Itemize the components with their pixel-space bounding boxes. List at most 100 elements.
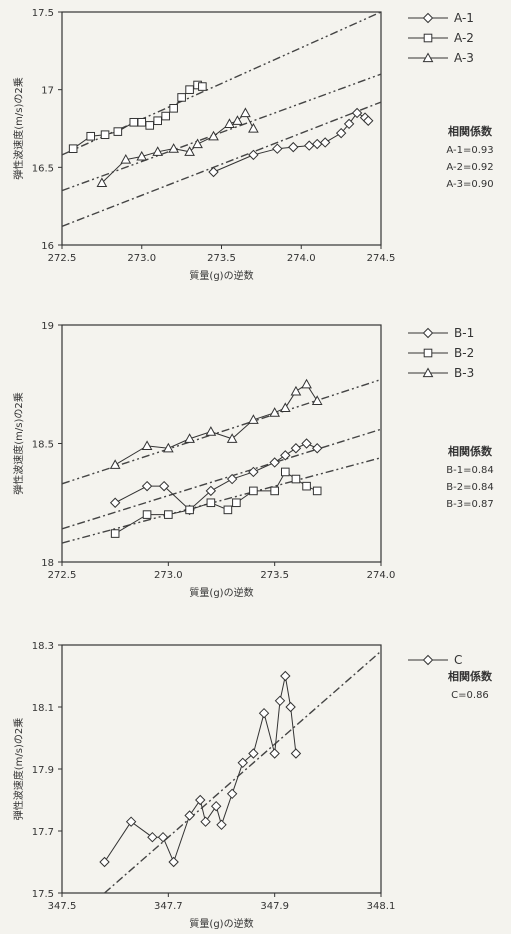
data-point-A-1 bbox=[311, 138, 323, 150]
data-point-B-2 bbox=[185, 505, 194, 515]
y-axis-label: 弾性波速度(m/s)の2乗 bbox=[12, 718, 25, 821]
correlation-value: B-2=0.84 bbox=[446, 482, 493, 493]
data-point-C bbox=[269, 748, 280, 759]
data-point-A-1 bbox=[272, 143, 283, 154]
x-tick-label: 274.0 bbox=[367, 570, 396, 581]
data-point-B-3 bbox=[226, 433, 238, 443]
data-point-C bbox=[216, 819, 227, 831]
data-point-A-1 bbox=[343, 118, 355, 130]
data-point-B-1 bbox=[280, 450, 291, 461]
x-tick-label: 274.5 bbox=[367, 253, 396, 264]
data-point-A-3 bbox=[168, 143, 179, 153]
data-point-A-2 bbox=[169, 104, 178, 113]
data-point-B-2 bbox=[249, 486, 258, 496]
data-point-A-3 bbox=[96, 177, 108, 187]
data-point-A-2 bbox=[161, 111, 170, 121]
plot-frame bbox=[61, 644, 382, 894]
x-axis-label: 質量(g)の逆数 bbox=[189, 586, 253, 599]
trend-line-B-3 bbox=[62, 378, 381, 485]
x-tick-label: 273.5 bbox=[207, 253, 236, 264]
data-point-B-3 bbox=[290, 385, 302, 396]
data-point-B-3 bbox=[269, 407, 281, 417]
data-point-A-3 bbox=[184, 146, 195, 156]
data-point-B-3 bbox=[184, 433, 195, 443]
data-point-C bbox=[200, 816, 211, 827]
data-point-A-3 bbox=[232, 115, 243, 125]
y-tick-label: 17.7 bbox=[32, 827, 54, 838]
y-tick-label: 16.5 bbox=[32, 163, 54, 174]
legend-label-A-2: A-2 bbox=[454, 31, 474, 45]
x-tick-label: 272.5 bbox=[48, 570, 77, 581]
data-point-B-1 bbox=[248, 466, 259, 478]
data-point-B-1 bbox=[269, 457, 280, 468]
data-point-C bbox=[248, 748, 259, 759]
plot-frame bbox=[61, 11, 382, 246]
data-point-A-2 bbox=[86, 131, 96, 141]
trend-lines bbox=[62, 378, 381, 544]
data-point-B-1 bbox=[290, 443, 302, 454]
data-point-C bbox=[184, 810, 195, 821]
data-point-B-2 bbox=[142, 510, 152, 519]
data-point-C bbox=[290, 748, 302, 759]
legend-label-B-1: B-1 bbox=[454, 326, 474, 340]
data-point-C bbox=[285, 701, 296, 713]
data-point-B-2 bbox=[206, 498, 216, 508]
y-tick-label: 18.3 bbox=[32, 641, 54, 652]
legend-marker-A-3 bbox=[422, 52, 434, 63]
data-point-B-2 bbox=[164, 510, 173, 519]
data-point-C bbox=[99, 856, 110, 868]
data-point-A-2 bbox=[185, 85, 194, 94]
correlation-title: 相関係数 bbox=[448, 124, 493, 138]
legend-marker-B-1 bbox=[422, 327, 434, 339]
series-line-C bbox=[104, 675, 297, 864]
data-point-A-3 bbox=[224, 118, 235, 128]
data-point-B-2 bbox=[223, 505, 233, 515]
data-point-A-2 bbox=[129, 117, 139, 127]
legend-marker-A-1 bbox=[422, 12, 434, 24]
data-point-C bbox=[210, 800, 222, 812]
data-point-A-2 bbox=[100, 130, 110, 140]
legend-marker-C bbox=[422, 654, 434, 666]
x-tick-label: 274.0 bbox=[287, 253, 316, 264]
x-tick-label: 272.5 bbox=[48, 253, 77, 264]
data-point-B-3 bbox=[109, 459, 121, 469]
data-point-C bbox=[258, 707, 270, 719]
data-point-B-2 bbox=[312, 486, 322, 496]
x-tick-label: 347.9 bbox=[260, 901, 289, 912]
correlation-value: A-2=0.92 bbox=[446, 162, 493, 173]
chart-c: 347.5 347.7 347.9 348.1 17.5 17.7 17.9 18.1 18.3… bbox=[12, 641, 493, 930]
correlation-value: B-1=0.84 bbox=[446, 465, 493, 476]
y-axis-label: 弾性波速度(m/s)の2乗 bbox=[12, 77, 25, 180]
legend-marker-A-2 bbox=[423, 33, 433, 43]
data-point-B-3 bbox=[311, 395, 323, 405]
y-tick-label: 17.5 bbox=[32, 889, 54, 900]
chart-panel-c: 347.5 347.7 347.9 348.1 17.5 17.7 17.9 18.1 18.3… bbox=[0, 630, 511, 934]
chart-panel-a: 272.5 273.0 273.5 274.0 274.5 16 16.5 17 17.5 質量(… bbox=[0, 0, 511, 300]
x-tick-label: 347.5 bbox=[48, 901, 77, 912]
data-point-B-1 bbox=[226, 473, 238, 485]
data-point-B-2 bbox=[232, 498, 241, 508]
x-tick-label: 273.5 bbox=[260, 570, 289, 581]
y-tick-label: 19 bbox=[41, 321, 54, 332]
data-point-C bbox=[237, 757, 248, 769]
data-point-A-2 bbox=[137, 117, 147, 127]
data-point-B-3 bbox=[162, 442, 174, 453]
data-point-B-1 bbox=[301, 438, 312, 449]
data-point-A-3 bbox=[152, 146, 164, 156]
data-point-C bbox=[157, 831, 169, 843]
data-point-C bbox=[125, 816, 137, 827]
y-tick-label: 18.1 bbox=[32, 703, 54, 714]
trend-lines bbox=[62, 12, 381, 228]
y-tick-label: 17.5 bbox=[32, 8, 54, 19]
data-point-A-1 bbox=[351, 107, 363, 119]
data-point-A-1 bbox=[288, 141, 299, 153]
data-point-C bbox=[195, 794, 206, 806]
data-point-B-1 bbox=[141, 480, 153, 492]
x-axis-label: 質量(g)の逆数 bbox=[189, 917, 253, 930]
data-point-A-1 bbox=[248, 149, 259, 161]
data-point-A-3 bbox=[208, 130, 219, 141]
chart-b: 272.5 273.0 273.5 274.0 18 18.5 19 質量(g)の逆数 弾性波速… bbox=[12, 321, 494, 599]
legend-marker-B-3 bbox=[422, 367, 434, 378]
data-point-A-2 bbox=[198, 82, 207, 91]
